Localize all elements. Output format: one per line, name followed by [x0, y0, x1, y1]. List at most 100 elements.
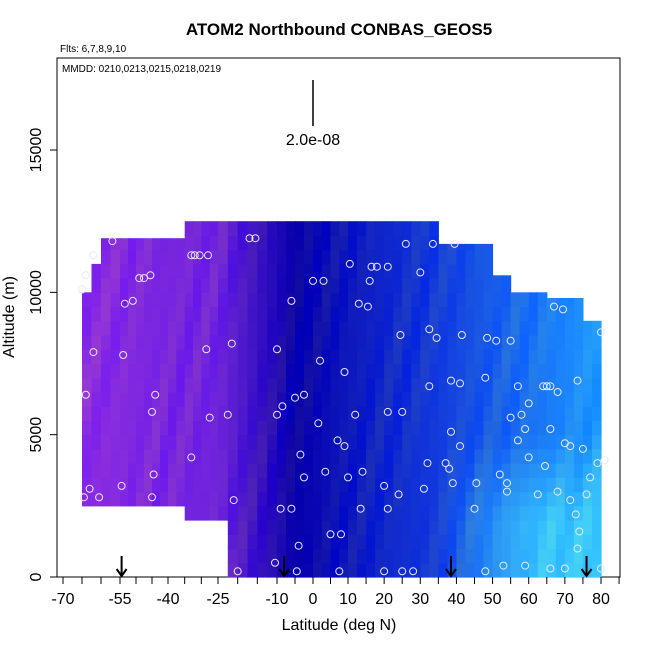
heatmap-cell — [456, 406, 466, 421]
heatmap-cell — [447, 349, 457, 365]
heatmap-cell — [152, 406, 161, 421]
heatmap-cell — [564, 377, 575, 393]
sample-point — [294, 541, 303, 550]
heatmap-cell — [592, 420, 602, 436]
heatmap-cell — [110, 477, 121, 493]
heatmap-cell — [193, 448, 202, 464]
heatmap-cell — [160, 363, 169, 379]
heatmap-cell — [429, 463, 439, 478]
heatmap-cell — [144, 491, 153, 507]
heatmap-cell — [492, 477, 503, 493]
sample-point — [119, 351, 128, 359]
sample-point — [503, 479, 511, 488]
heatmap-cell — [321, 406, 332, 421]
heatmap-cell — [160, 238, 169, 251]
heatmap-cell — [91, 491, 102, 507]
heatmap-cell — [483, 463, 494, 478]
points-layer — [78, 234, 609, 576]
heatmap-cell — [168, 306, 177, 322]
heatmap-cell — [267, 306, 278, 322]
heatmap-cell — [393, 335, 403, 350]
x-tick-label: 30 — [411, 591, 429, 608]
heatmap-cell — [218, 278, 229, 293]
heatmap-cell — [257, 505, 268, 521]
heatmap-cell — [120, 377, 129, 393]
heatmap-cell — [313, 320, 323, 336]
heatmap-cell — [330, 406, 340, 421]
heatmap-cell — [152, 292, 161, 308]
sample-point — [521, 561, 530, 570]
heatmap-cell — [201, 463, 211, 478]
heatmap-cell — [555, 491, 566, 507]
heatmap-cell — [357, 520, 367, 535]
sample-point — [597, 328, 605, 337]
x-tick-label: -10 — [265, 591, 288, 608]
heatmap-cell — [339, 534, 349, 550]
heatmap-cell — [438, 363, 448, 379]
sample-point — [372, 262, 381, 271]
heatmap-cell — [120, 320, 129, 336]
sample-point — [428, 239, 437, 248]
heatmap-cell — [237, 534, 249, 550]
sample-point — [481, 567, 490, 576]
heatmap-cell — [227, 534, 239, 550]
heatmap-cell — [555, 477, 566, 493]
heatmap-cell — [339, 249, 349, 265]
heatmap-cell — [193, 235, 202, 251]
heatmap-cell — [321, 335, 332, 350]
sample-point — [81, 390, 90, 399]
heatmap-cell — [492, 548, 503, 564]
heatmap-cell — [209, 463, 219, 478]
heatmap-cell — [402, 363, 412, 379]
heatmap-cell — [411, 520, 421, 535]
heatmap-cell — [321, 434, 332, 450]
heatmap-cell — [209, 306, 219, 322]
heatmap-cell — [564, 298, 575, 308]
heatmap-cell — [330, 320, 340, 336]
heatmap-cell — [348, 320, 358, 336]
sample-point — [356, 504, 365, 513]
heatmap-cell — [110, 349, 121, 365]
heatmap-cell — [537, 505, 548, 521]
heatmap-cell — [492, 406, 503, 421]
heatmap-cell — [483, 320, 494, 336]
heatmap-cell — [144, 249, 153, 265]
heatmap-cell — [120, 349, 129, 365]
heatmap-cell — [375, 263, 385, 279]
heatmap-cell — [492, 278, 503, 293]
heatmap-cell — [176, 263, 186, 279]
heatmap-cell — [82, 335, 93, 350]
heatmap-cell — [492, 463, 503, 478]
heatmap-cell — [184, 420, 194, 436]
heatmap-cell — [438, 349, 448, 365]
heatmap-cell — [237, 463, 249, 478]
heatmap-cell — [237, 434, 249, 450]
heatmap-cell — [152, 392, 161, 407]
heatmap-cell — [277, 278, 287, 293]
heatmap-cell — [357, 278, 367, 293]
heatmap-cell — [82, 292, 93, 308]
heatmap-cell — [277, 562, 287, 578]
heatmap-cell — [91, 377, 102, 393]
heatmap-cell — [286, 335, 296, 350]
heatmap-cell — [447, 278, 457, 293]
heatmap-cell — [366, 249, 376, 265]
heatmap-cell — [592, 335, 602, 350]
heatmap-cell — [184, 292, 194, 308]
heatmap-cell — [564, 548, 575, 564]
heatmap-cell — [411, 420, 421, 436]
heatmap-cell — [286, 392, 296, 407]
heatmap-cell — [555, 363, 566, 379]
heatmap-cell — [168, 278, 177, 293]
heatmap-cell — [286, 278, 296, 293]
sample-point — [81, 271, 90, 280]
sample-point — [358, 467, 367, 476]
sample-point — [120, 299, 129, 308]
heatmap-cell — [546, 420, 557, 436]
heatmap-cell — [492, 275, 503, 279]
heatmap-cell — [555, 520, 566, 535]
heatmap-cell — [136, 349, 145, 365]
heatmap-cell — [144, 238, 153, 251]
heatmap-cell — [528, 477, 539, 493]
heatmap-cell — [144, 377, 153, 393]
